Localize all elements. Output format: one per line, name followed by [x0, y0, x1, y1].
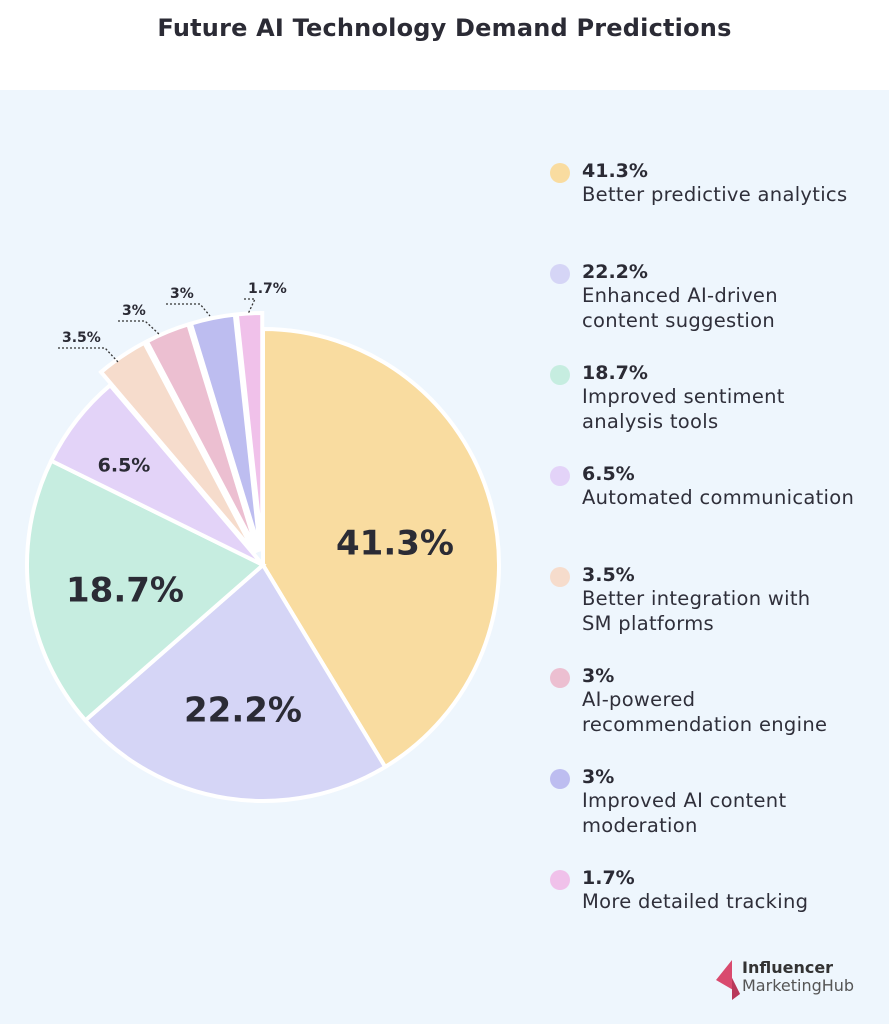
logo-text-line2: MarketingHub	[742, 976, 855, 995]
legend-item: 18.7% Improved sentiment analysis tools	[548, 362, 888, 463]
slice-label: 1.7%	[248, 281, 287, 297]
legend-item: 1.7% More detailed tracking	[548, 867, 888, 968]
legend-percent: 3.5%	[582, 564, 635, 586]
legend-item: 41.3% Better predictive analytics	[548, 160, 888, 261]
leader-line	[166, 303, 211, 317]
legend: 41.3% Better predictive analytics 22.2% Enh…	[548, 160, 888, 968]
pie-slice	[82, 561, 388, 803]
legend-swatch	[550, 668, 570, 688]
pie-slice	[144, 321, 260, 553]
legend-swatch	[550, 567, 570, 587]
legend-label: Better predictive analytics	[582, 183, 848, 206]
legend-label: More detailed tracking	[582, 890, 809, 913]
pie-slice	[25, 458, 267, 724]
slice-label: 41.3%	[336, 524, 454, 564]
slice-label: 3%	[122, 303, 146, 319]
logo-icon	[716, 960, 740, 1000]
legend-label: Enhanced AI-driven	[582, 284, 778, 307]
legend-item: 6.5% Automated communication	[548, 463, 888, 564]
legend-swatch	[550, 466, 570, 486]
legend-label: moderation	[582, 814, 698, 837]
legend-item: 3.5% Better integration with SM platforms	[548, 564, 888, 665]
legend-swatch	[550, 769, 570, 789]
legend-label: Automated communication	[582, 486, 855, 509]
slice-label: 6.5%	[98, 455, 151, 477]
legend-item: 3% Improved AI content moderation	[548, 766, 888, 867]
slice-label: 22.2%	[184, 691, 302, 731]
legend-percent: 6.5%	[582, 463, 635, 485]
pie-slice	[234, 311, 265, 552]
legend-percent: 22.2%	[582, 261, 648, 283]
chart-title: Future AI Technology Demand Predictions	[157, 14, 732, 42]
legend-item: 3% AI-powered recommendation engine	[548, 665, 888, 766]
legend-label: Improved sentiment	[582, 385, 785, 408]
slice-label: 3.5%	[62, 330, 101, 346]
legend-percent: 3%	[582, 665, 615, 687]
legend-label: content suggestion	[582, 309, 776, 332]
leader-line	[58, 347, 119, 363]
legend-swatch	[550, 365, 570, 385]
legend-percent: 1.7%	[582, 867, 635, 889]
slice-label: 3%	[170, 286, 194, 302]
leader-line	[118, 320, 161, 336]
legend-percent: 18.7%	[582, 362, 648, 384]
legend-item: 22.2% Enhanced AI-driven content suggestio…	[548, 261, 888, 362]
legend-percent: 3%	[582, 766, 615, 788]
legend-percent: 41.3%	[582, 160, 648, 182]
legend-label: Improved AI content	[582, 789, 787, 812]
logo-text-line1: Influencer	[742, 958, 834, 977]
legend-label: recommendation engine	[582, 713, 828, 736]
legend-swatch	[550, 870, 570, 890]
pie-slice	[98, 340, 257, 555]
legend-swatch	[550, 264, 570, 284]
legend-swatch	[550, 163, 570, 183]
legend-label: analysis tools	[582, 410, 719, 433]
pie-slice	[188, 312, 263, 552]
legend-label: SM platforms	[582, 612, 715, 635]
legend-label: Better integration with	[582, 587, 811, 610]
pie-slice	[261, 326, 501, 770]
legend-label: AI-powered	[582, 688, 696, 711]
slice-label: 18.7%	[66, 571, 184, 611]
